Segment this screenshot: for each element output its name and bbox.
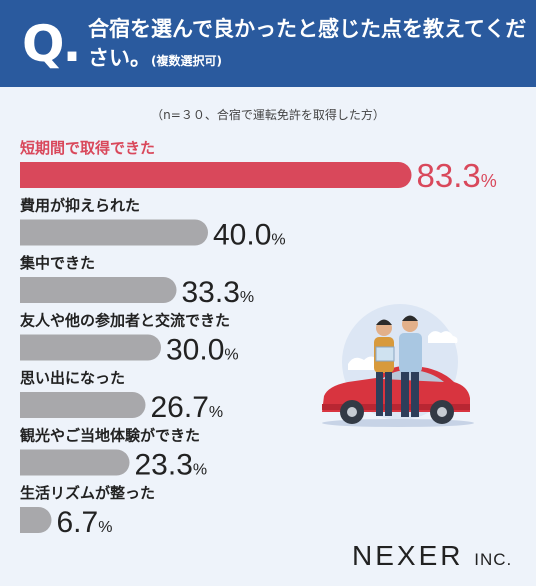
bar-left-edge	[20, 162, 33, 188]
bar-left-edge	[20, 334, 33, 361]
category-label: 観光やご当地体験ができた	[20, 427, 200, 445]
category-label: 集中できた	[19, 254, 95, 272]
value-label: 40.0%	[213, 219, 286, 252]
value-label: 26.7%	[150, 391, 223, 424]
bar-left-edge	[20, 449, 33, 476]
bar	[20, 449, 130, 476]
question-title: 合宿を選んで良かったと感じた点を教えてください。	[88, 17, 527, 70]
category-label: 費用が抑えられた	[20, 197, 140, 215]
sample-note: （n=３０、合宿で運転免許を取得した方）	[151, 108, 385, 122]
value-label: 30.0%	[166, 334, 239, 367]
logo-name: NEXER	[352, 540, 464, 571]
value-label: 83.3%	[417, 157, 497, 194]
value-label: 6.7%	[56, 506, 112, 539]
bar	[20, 219, 208, 246]
question-header: Q. 合宿を選んで良かったと感じた点を教えてください。(複数選択可)	[0, 0, 536, 87]
nexer-logo: NEXER INC.	[352, 540, 512, 572]
logo-suffix: INC.	[474, 550, 513, 569]
bar-left-edge	[20, 507, 33, 533]
category-label: 短期間で取得できた	[20, 139, 155, 157]
bar-left-edge	[20, 219, 33, 246]
category-label: 思い出になった	[20, 369, 125, 387]
bar	[20, 392, 146, 418]
question-mark: Q.	[22, 15, 81, 73]
bar	[20, 162, 412, 188]
bar-left-edge	[20, 277, 33, 303]
bar-left-edge	[20, 392, 33, 418]
question-note: (複数選択可)	[151, 54, 222, 68]
value-label: 23.3%	[135, 449, 208, 482]
question-text: 合宿を選んで良かったと感じた点を教えてください。(複数選択可)	[88, 15, 528, 76]
value-label: 33.3%	[182, 276, 255, 309]
category-label: 生活リズムが整った	[20, 484, 155, 502]
bar	[20, 334, 161, 361]
bar	[20, 277, 177, 303]
couple-with-car-illustration	[322, 304, 474, 427]
category-label: 友人や他の参加者と交流できた	[20, 312, 230, 330]
